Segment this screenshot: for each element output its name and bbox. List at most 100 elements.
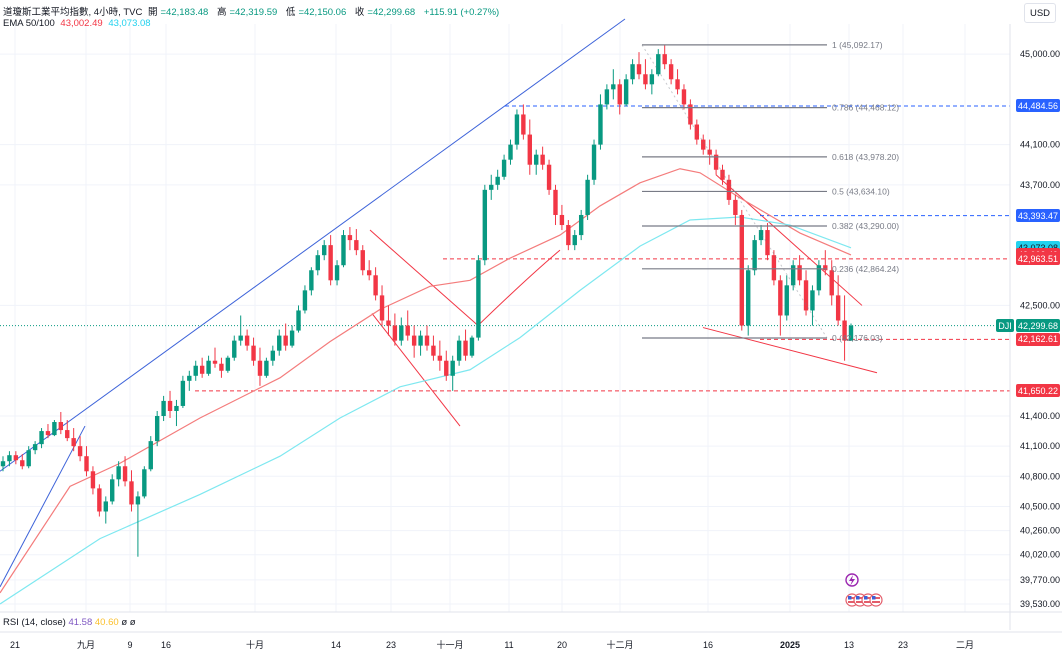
candle bbox=[405, 310, 410, 341]
candle bbox=[675, 69, 680, 95]
candle bbox=[668, 59, 674, 85]
candle bbox=[386, 305, 391, 336]
candle-body bbox=[366, 270, 372, 276]
candle bbox=[578, 209, 584, 241]
candle-body bbox=[617, 84, 622, 105]
candle bbox=[797, 255, 802, 286]
candle-body bbox=[803, 280, 809, 311]
candle-body bbox=[424, 335, 430, 346]
candle bbox=[598, 94, 603, 150]
candle-body bbox=[322, 245, 327, 256]
symbol-tag: DJI bbox=[996, 319, 1014, 333]
candle-body bbox=[816, 265, 822, 291]
candle-body bbox=[739, 214, 744, 326]
candle bbox=[842, 295, 847, 361]
candle-body bbox=[476, 260, 481, 338]
candle bbox=[71, 428, 76, 452]
candle bbox=[328, 235, 333, 286]
candle bbox=[334, 260, 340, 286]
candle-body bbox=[694, 124, 700, 140]
candle bbox=[232, 335, 237, 361]
candle-body bbox=[501, 159, 507, 177]
time-tick: 2025 bbox=[780, 640, 800, 650]
ema-lines bbox=[0, 168, 852, 605]
candle-body bbox=[726, 179, 732, 200]
time-axis: 21 九月 9 16 十月 14 23 十一月 11 20 十二月 16 2025 13 23 二月 bbox=[0, 611, 1062, 650]
candle bbox=[411, 325, 417, 358]
time-tick: 20 bbox=[557, 640, 567, 650]
candle bbox=[110, 474, 115, 505]
candle bbox=[0, 456, 6, 472]
flag-stripe bbox=[856, 601, 864, 603]
candle bbox=[694, 119, 700, 145]
candle-body bbox=[604, 89, 610, 105]
candle bbox=[688, 99, 693, 130]
candle bbox=[122, 456, 128, 487]
candle-body bbox=[559, 214, 565, 226]
candle bbox=[399, 317, 404, 346]
candle bbox=[746, 265, 751, 336]
candle-body bbox=[623, 79, 629, 105]
candle bbox=[90, 466, 96, 495]
price-label: 41,650.22 bbox=[1016, 384, 1060, 398]
candle bbox=[264, 357, 269, 378]
flag-stripe bbox=[864, 597, 872, 599]
candle-body bbox=[534, 154, 539, 165]
candle-body bbox=[13, 455, 19, 461]
candle bbox=[180, 375, 186, 408]
candle bbox=[45, 424, 51, 439]
candle bbox=[623, 74, 629, 107]
fib-level-label: 0.786 (44,468.12) bbox=[832, 103, 899, 113]
candle-body bbox=[810, 290, 815, 311]
candle-body bbox=[675, 79, 680, 90]
candle bbox=[437, 340, 443, 371]
candle-body bbox=[778, 280, 783, 316]
channel-line bbox=[371, 313, 461, 427]
candle-body bbox=[283, 335, 288, 346]
candle-body bbox=[97, 488, 102, 512]
candle bbox=[765, 223, 770, 261]
price-label: 44,484.56 bbox=[1016, 99, 1060, 113]
candle-body bbox=[469, 337, 475, 356]
price-tick: 41,400.00 bbox=[1020, 411, 1060, 421]
candle-body bbox=[656, 54, 661, 75]
trend-line bbox=[0, 18, 626, 472]
fib-retracement: 1 (45,092.17) 0.786 (44,468.12) 0.618 (43,… bbox=[641, 40, 899, 343]
currency-button[interactable]: USD bbox=[1024, 3, 1056, 23]
candle-body bbox=[444, 360, 449, 376]
candle bbox=[206, 355, 211, 376]
candle bbox=[103, 496, 108, 524]
rsi-legend[interactable]: RSI (14, close) 41.58 40.60 ø ø bbox=[3, 617, 136, 628]
time-tick: 14 bbox=[331, 640, 341, 650]
ema-legend[interactable]: EMA 50/100 43,002.49 43,073.08 bbox=[3, 18, 154, 29]
candle bbox=[662, 45, 667, 70]
grid bbox=[0, 24, 1010, 612]
ema-100-line bbox=[0, 216, 852, 605]
candle bbox=[13, 451, 19, 465]
candle bbox=[508, 139, 513, 165]
candle bbox=[360, 245, 365, 276]
time-tick: 13 bbox=[844, 640, 854, 650]
candle bbox=[167, 390, 173, 419]
candle-body bbox=[354, 240, 359, 251]
candle bbox=[527, 119, 532, 175]
candle-body bbox=[71, 438, 76, 447]
candle-body bbox=[39, 431, 44, 445]
candle bbox=[244, 329, 250, 351]
candle-body bbox=[681, 89, 687, 105]
candle-body bbox=[720, 169, 725, 180]
candle bbox=[540, 146, 545, 170]
candle-body bbox=[270, 350, 276, 361]
candle-body bbox=[238, 335, 243, 341]
candle-body bbox=[84, 456, 89, 472]
candle bbox=[193, 360, 198, 381]
candle-body bbox=[546, 164, 552, 190]
candle bbox=[816, 260, 822, 296]
candle bbox=[534, 149, 539, 175]
candle-body bbox=[521, 114, 526, 135]
candle-body bbox=[45, 431, 51, 436]
candle-body bbox=[103, 501, 108, 512]
symbol-legend[interactable]: 道瓊斯工業平均指數, 4小時, TVC 開 =42,183.48 高 =42,319… bbox=[3, 4, 502, 18]
candle-body bbox=[302, 290, 308, 311]
